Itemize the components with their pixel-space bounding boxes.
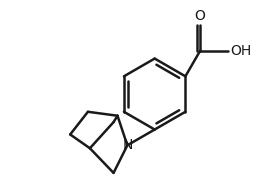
- Text: OH: OH: [230, 44, 251, 58]
- Text: N: N: [122, 138, 133, 152]
- Text: O: O: [195, 9, 206, 23]
